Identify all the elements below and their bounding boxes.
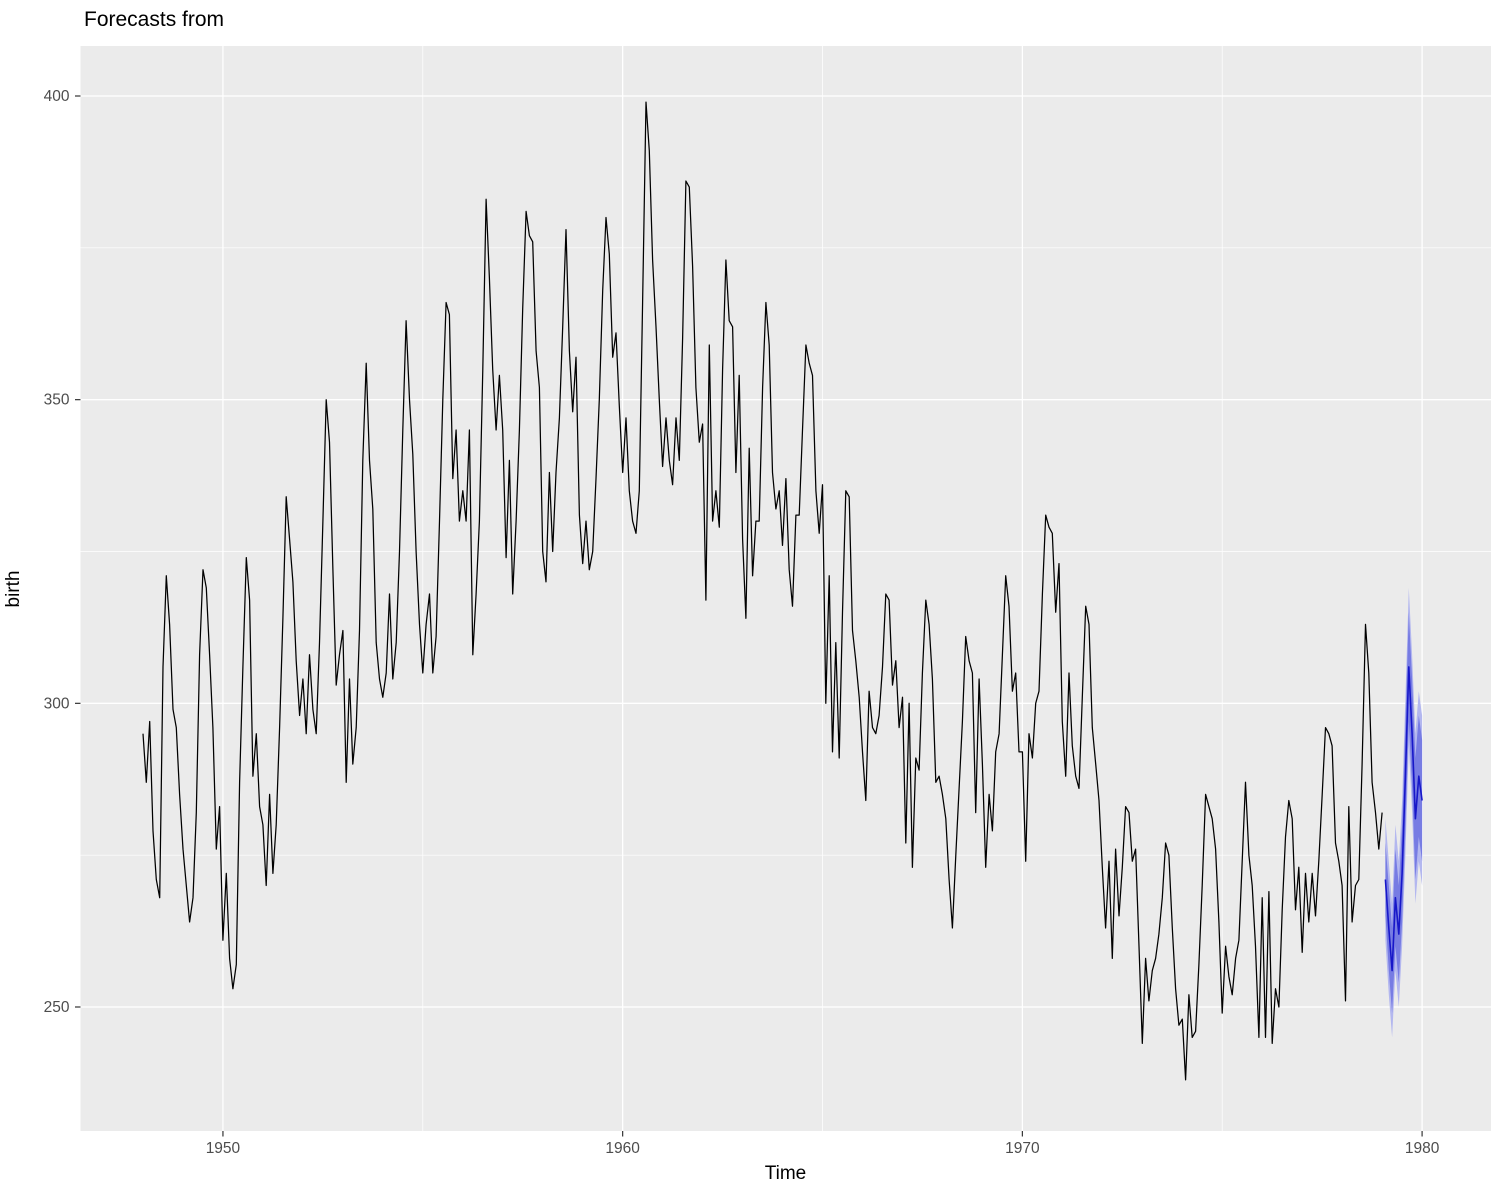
y-axis-title: birth: [3, 570, 24, 608]
x-tick-label: 1980: [1405, 1140, 1440, 1157]
x-tick-label: 1970: [1005, 1140, 1040, 1157]
x-axis-title: Time: [764, 1163, 807, 1184]
y-tick-label: 300: [44, 695, 70, 712]
x-tick-label: 1950: [206, 1140, 241, 1157]
y-tick-label: 250: [44, 999, 70, 1016]
y-tick-label: 400: [44, 88, 70, 105]
chart-title: Forecasts from: [84, 8, 225, 31]
x-tick-label: 1960: [605, 1140, 640, 1157]
plot-panel: [80, 46, 1491, 1131]
forecast-mean-line: [1384, 666, 1423, 972]
y-tick-label: 350: [44, 392, 70, 409]
birth-series-line: [142, 101, 1383, 1081]
